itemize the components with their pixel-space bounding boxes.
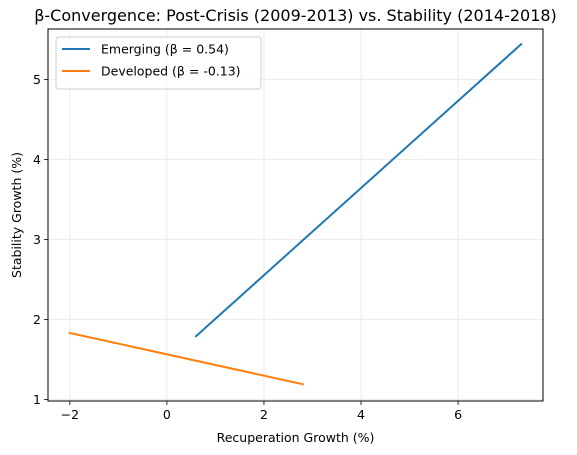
x-tick-label: −2 <box>61 407 79 422</box>
series-layer <box>68 42 523 386</box>
x-tick-label: 0 <box>163 407 171 422</box>
series-line-emerging <box>194 42 523 338</box>
y-tick-label: 1 <box>33 392 41 407</box>
x-tick-label: 6 <box>454 407 462 422</box>
legend-label: Developed (β = -0.13) <box>101 64 241 79</box>
legend-label: Emerging (β = 0.54) <box>101 42 229 57</box>
y-tick-label: 3 <box>33 232 41 247</box>
x-tick-label: 2 <box>260 407 268 422</box>
plot-frame <box>47 28 544 402</box>
y-axis-label: Stability Growth (%) <box>9 152 24 278</box>
y-tick-label: 5 <box>33 72 41 87</box>
legend-box <box>55 36 262 90</box>
y-tick-label: 4 <box>33 152 41 167</box>
y-tick-label: 2 <box>33 312 41 327</box>
series-line-developed <box>68 331 304 386</box>
chart-title: β-Convergence: Post-Crisis (2009-2013) v… <box>34 6 557 25</box>
grid-layer <box>48 29 543 401</box>
x-axis-label: Recuperation Growth (%) <box>217 430 375 445</box>
legend: Emerging (β = 0.54) Developed (β = -0.13) <box>55 36 262 90</box>
ticks-layer: −2 0 2 4 6 1 2 3 4 5 <box>33 72 462 422</box>
x-tick-label: 4 <box>357 407 365 422</box>
